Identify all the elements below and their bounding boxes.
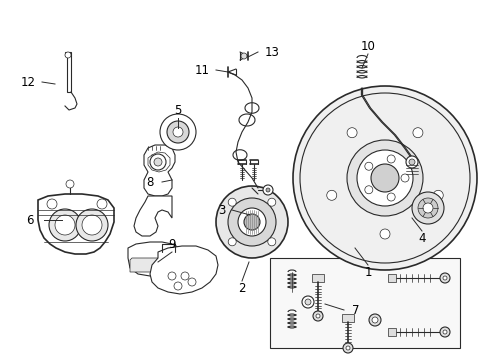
Text: 5: 5 (174, 104, 182, 117)
Text: 6: 6 (26, 213, 34, 226)
Text: 12: 12 (20, 76, 36, 89)
Circle shape (312, 311, 323, 321)
Polygon shape (150, 246, 218, 294)
Circle shape (228, 198, 236, 206)
Circle shape (299, 93, 469, 263)
Circle shape (154, 158, 162, 166)
Circle shape (292, 86, 476, 270)
Circle shape (364, 186, 372, 194)
Polygon shape (134, 196, 172, 236)
Circle shape (368, 314, 380, 326)
Circle shape (263, 185, 272, 195)
Circle shape (364, 162, 372, 170)
Circle shape (432, 190, 442, 200)
Circle shape (356, 150, 412, 206)
Circle shape (302, 296, 313, 308)
Circle shape (386, 193, 394, 201)
Circle shape (442, 276, 446, 280)
Circle shape (216, 186, 287, 258)
Circle shape (371, 317, 377, 323)
Circle shape (174, 282, 182, 290)
Circle shape (422, 203, 432, 213)
Circle shape (417, 198, 437, 218)
Circle shape (65, 52, 71, 58)
Circle shape (346, 128, 356, 138)
Circle shape (370, 164, 398, 192)
Circle shape (386, 155, 394, 163)
Text: 11: 11 (194, 63, 209, 77)
Text: 2: 2 (238, 282, 245, 294)
Circle shape (346, 346, 349, 350)
Text: 4: 4 (417, 231, 425, 244)
Text: 7: 7 (351, 303, 359, 316)
Polygon shape (311, 274, 324, 282)
Circle shape (97, 199, 107, 209)
Circle shape (160, 114, 196, 150)
Circle shape (342, 343, 352, 353)
Circle shape (305, 299, 310, 305)
Circle shape (167, 121, 189, 143)
Text: 9: 9 (168, 238, 175, 252)
Polygon shape (143, 145, 175, 196)
Polygon shape (38, 194, 114, 254)
Circle shape (315, 314, 319, 318)
Circle shape (47, 199, 57, 209)
Circle shape (346, 140, 422, 216)
Circle shape (238, 208, 265, 236)
Circle shape (411, 192, 443, 224)
Circle shape (228, 238, 236, 246)
Bar (269, 258, 459, 348)
Circle shape (379, 229, 389, 239)
Polygon shape (65, 52, 71, 92)
Circle shape (55, 215, 75, 235)
Polygon shape (341, 314, 353, 322)
Circle shape (49, 209, 81, 241)
Circle shape (405, 156, 417, 168)
Circle shape (439, 327, 449, 337)
Circle shape (241, 53, 246, 59)
Polygon shape (128, 242, 182, 276)
Circle shape (82, 215, 102, 235)
Circle shape (400, 174, 408, 182)
Text: 10: 10 (360, 40, 375, 53)
Circle shape (267, 238, 275, 246)
Circle shape (181, 272, 189, 280)
Circle shape (442, 330, 446, 334)
Polygon shape (387, 328, 395, 336)
Text: 13: 13 (264, 45, 279, 58)
Circle shape (187, 278, 196, 286)
Circle shape (168, 272, 176, 280)
Circle shape (173, 127, 183, 137)
Circle shape (408, 159, 414, 165)
Text: 1: 1 (364, 266, 371, 279)
Circle shape (439, 273, 449, 283)
Polygon shape (387, 274, 395, 282)
Circle shape (267, 198, 275, 206)
Circle shape (412, 128, 422, 138)
Circle shape (244, 214, 260, 230)
Circle shape (326, 190, 336, 200)
Circle shape (227, 198, 275, 246)
Polygon shape (130, 258, 180, 272)
Circle shape (150, 154, 165, 170)
Circle shape (66, 180, 74, 188)
Circle shape (76, 209, 108, 241)
Text: 3: 3 (218, 203, 225, 216)
Text: 8: 8 (146, 175, 153, 189)
Circle shape (265, 188, 269, 192)
